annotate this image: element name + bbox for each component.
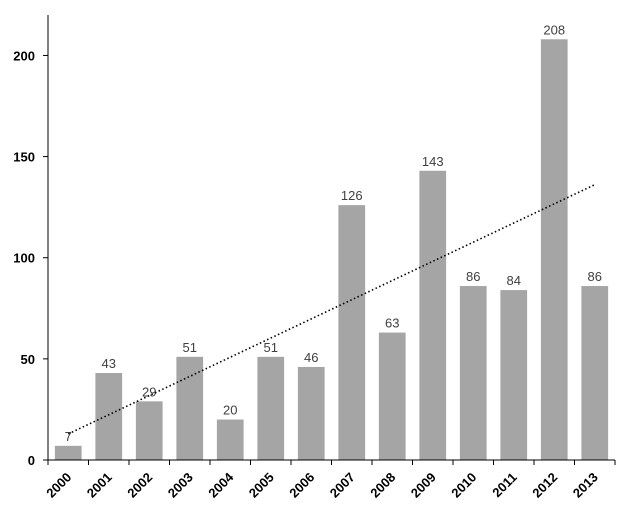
x-tick-label-2012: 2012	[529, 470, 560, 501]
x-tick-label-2006: 2006	[286, 470, 317, 501]
x-tick-label-2010: 2010	[448, 470, 479, 501]
trendline-group	[67, 183, 596, 435]
y-tick-label: 150	[13, 150, 35, 165]
data-label-2004: 20	[223, 403, 237, 418]
x-tick-label-2007: 2007	[327, 470, 358, 501]
x-tick-label-2001: 2001	[84, 470, 115, 501]
data-label-2003: 51	[183, 340, 197, 355]
bar-2002	[135, 401, 163, 460]
x-tick-label-2000: 2000	[43, 470, 74, 501]
x-tick-label-2009: 2009	[408, 470, 439, 501]
bar-2010	[459, 286, 487, 460]
bar-2008	[378, 332, 406, 460]
y-tick-label: 100	[13, 251, 35, 266]
bar-2001	[95, 373, 123, 460]
data-label-2009: 143	[422, 154, 444, 169]
y-tick-label: 200	[13, 48, 35, 63]
bar-2006	[297, 366, 325, 460]
x-tick-label-2011: 2011	[489, 470, 520, 501]
data-label-2010: 86	[466, 269, 480, 284]
bar-2005	[257, 356, 285, 460]
x-tick-label-2002: 2002	[124, 470, 155, 501]
bar-2013	[581, 286, 609, 460]
data-label-2013: 86	[588, 269, 602, 284]
bar-2009	[419, 170, 447, 460]
x-tick-label-2013: 2013	[570, 470, 601, 501]
bar-2011	[500, 290, 528, 460]
x-tick-label-2004: 2004	[205, 469, 237, 501]
x-tick-label-2008: 2008	[367, 470, 398, 501]
data-label-2000: 7	[65, 429, 72, 444]
data-label-2006: 46	[304, 350, 318, 365]
data-label-2005: 51	[264, 340, 278, 355]
bar-2012	[540, 39, 568, 460]
y-tick-label: 50	[21, 352, 35, 367]
y-tick-label: 0	[28, 453, 35, 468]
data-label-2001: 43	[102, 356, 116, 371]
bars	[54, 39, 609, 460]
x-tick-label-2003: 2003	[165, 470, 196, 501]
data-label-2011: 84	[507, 273, 521, 288]
data-labels: 7 43 29 51 20 51 46 126 63 143 86 84 208 86	[65, 22, 602, 444]
trendline	[67, 183, 596, 435]
data-label-2007: 126	[341, 188, 363, 203]
data-label-2008: 63	[385, 316, 399, 331]
bar-2007	[338, 205, 366, 460]
bar-2003	[176, 356, 204, 460]
bar-2004	[216, 419, 244, 460]
x-tick-label-2005: 2005	[246, 470, 277, 501]
data-label-2012: 208	[543, 22, 565, 37]
x-axis: 2000 2001 2002 2003 2004 2005 2006 2007 2008 2009…	[43, 459, 616, 501]
y-axis: 0 50 100 150 200	[13, 15, 49, 468]
data-label-2002: 29	[142, 384, 156, 399]
bar-2000	[54, 445, 82, 460]
